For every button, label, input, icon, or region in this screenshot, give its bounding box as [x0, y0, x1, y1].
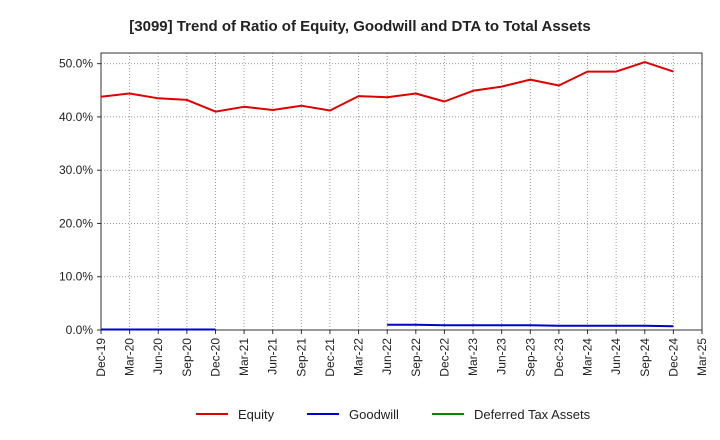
x-tick-label: Sep-21	[294, 338, 308, 377]
y-tick-label: 10.0%	[59, 270, 93, 284]
series-line-goodwill	[387, 323, 674, 328]
series-layer	[100, 61, 674, 331]
x-tick-label: Mar-23	[466, 338, 480, 376]
x-tick-label: Mar-22	[352, 338, 366, 376]
x-tick-label: Sep-24	[638, 338, 652, 377]
y-tick-label: 50.0%	[59, 57, 93, 71]
x-axis: Dec-19 Mar-20 Jun-20 Sep-20 Dec-20 Mar-21 Jun-…	[94, 330, 709, 377]
x-tick-label: Mar-21	[237, 338, 251, 376]
plot-frame	[100, 52, 703, 331]
x-tick-label: Jun-22	[380, 338, 394, 375]
x-tick-label: Jun-23	[495, 338, 509, 375]
legend-label-equity: Equity	[238, 407, 275, 422]
x-tick-label: Jun-21	[266, 338, 280, 375]
legend-label-deferred-tax-assets: Deferred Tax Assets	[474, 407, 591, 422]
plot-background	[101, 53, 702, 330]
x-tick-label: Mar-25	[695, 338, 709, 376]
legend-label-goodwill: Goodwill	[349, 407, 399, 422]
y-axis: 0.0% 10.0% 20.0% 30.0% 40.0% 50.0%	[59, 57, 101, 337]
x-tick-label: Sep-20	[180, 338, 194, 377]
plot-area	[100, 52, 703, 331]
y-tick-label: 20.0%	[59, 216, 93, 230]
x-tick-label: Jun-24	[609, 338, 623, 375]
x-tick-label: Sep-22	[409, 338, 423, 377]
x-tick-label: Mar-20	[123, 338, 137, 376]
x-tick-label: Dec-21	[323, 338, 337, 377]
legend: Equity Goodwill Deferred Tax Assets	[196, 407, 591, 422]
chart-title: [3099] Trend of Ratio of Equity, Goodwil…	[129, 18, 590, 35]
x-tick-label: Dec-20	[208, 338, 222, 377]
x-tick-label: Dec-23	[552, 338, 566, 377]
x-tick-label: Jun-20	[151, 338, 165, 375]
series-line-equity	[100, 61, 674, 113]
x-tick-label: Dec-22	[437, 338, 451, 377]
x-tick-label: Sep-23	[523, 338, 537, 377]
y-tick-label: 40.0%	[59, 110, 93, 124]
x-tick-label: Mar-24	[581, 338, 595, 376]
x-tick-label: Dec-24	[666, 338, 680, 377]
y-tick-label: 30.0%	[59, 163, 93, 177]
y-tick-label: 0.0%	[66, 323, 94, 337]
x-tick-label: Dec-19	[94, 338, 108, 377]
